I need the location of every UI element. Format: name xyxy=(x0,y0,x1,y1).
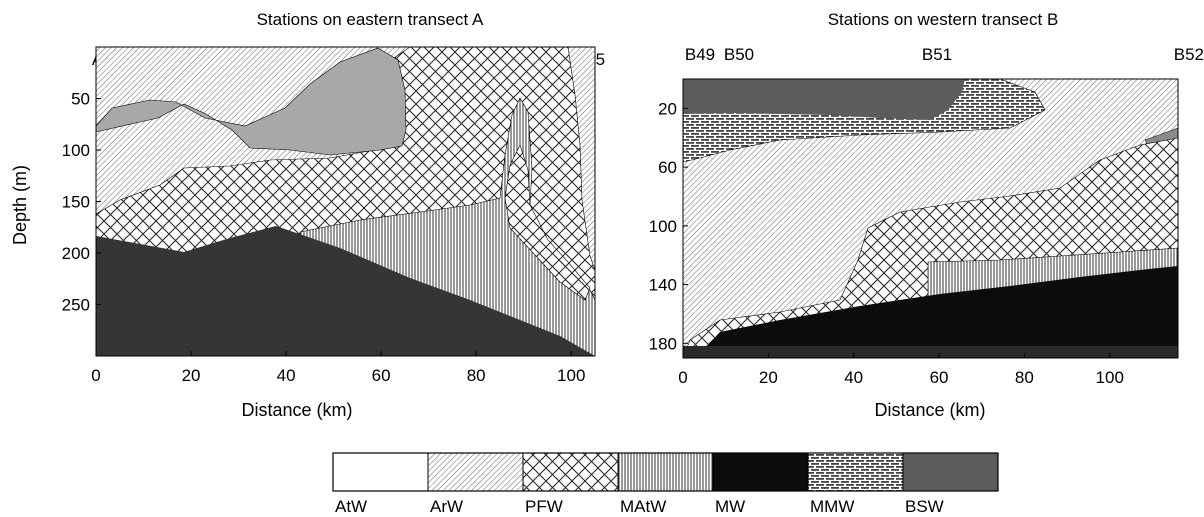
legend-swatch-pfw xyxy=(522,452,619,492)
xtick-label: 20 xyxy=(182,366,201,385)
section-a xyxy=(96,47,595,356)
ytick-label: 250 xyxy=(62,296,90,315)
legend-swatch-arw xyxy=(427,452,524,492)
legend: AtW ArW PFW MAtW MW MMW BSW xyxy=(332,452,999,516)
legend-swatch-mmw xyxy=(807,452,904,492)
xtick-label: 80 xyxy=(1015,368,1034,387)
ytick-label: 50 xyxy=(71,90,90,109)
title-panel-b: Stations on western transect B xyxy=(828,10,1059,29)
legend-label-pfw: PFW xyxy=(525,497,563,516)
station-label-b49: B49 xyxy=(685,45,715,64)
xlabel-a: Distance (km) xyxy=(241,400,352,420)
ylabel-a: Depth (m) xyxy=(10,165,30,245)
xtick-label: 60 xyxy=(372,366,391,385)
station-label-b50: B50 xyxy=(724,45,754,64)
legend-label-arw: ArW xyxy=(430,497,463,516)
region-mw-b xyxy=(696,266,1178,358)
xtick-label: 40 xyxy=(844,368,863,387)
xtick-label: 80 xyxy=(467,366,486,385)
xtick-label: 40 xyxy=(277,366,296,385)
section-b xyxy=(683,79,1178,358)
mw-bottom-strip xyxy=(683,346,1178,358)
xtick-label: 20 xyxy=(759,368,778,387)
region-bsw-a xyxy=(96,47,407,156)
legend-label-matw: MAtW xyxy=(620,497,666,516)
xtick-label: 100 xyxy=(1096,368,1124,387)
axes-b: 0 20 40 60 80 100 20 60 100 140 180 xyxy=(649,99,1124,387)
legend-swatch-mw xyxy=(712,452,809,492)
station-label-b51: B51 xyxy=(922,45,952,64)
legend-swatch-bsw xyxy=(902,452,999,492)
station-label-b52: B52 xyxy=(1174,45,1204,64)
axes-a: 0 20 40 60 80 100 50 100 150 200 250 xyxy=(62,90,586,386)
legend-label-mmw: MMW xyxy=(810,497,854,516)
legend-label-atw: AtW xyxy=(335,497,367,516)
station-labels-b: B49 B50 B51 B52 xyxy=(685,45,1204,64)
legend-label-bsw: BSW xyxy=(905,497,944,516)
xtick-label: 0 xyxy=(91,366,100,385)
ytick-label: 200 xyxy=(62,244,90,263)
xtick-label: 60 xyxy=(930,368,949,387)
legend-frame xyxy=(332,452,999,492)
xtick-label: 100 xyxy=(557,366,585,385)
region-pfw-a-inner xyxy=(504,144,591,301)
legend-swatch-matw xyxy=(617,452,714,492)
ytick-label: 60 xyxy=(658,158,677,177)
legend-label-mw: MW xyxy=(715,497,745,516)
frame-b xyxy=(682,78,1179,359)
ytick-label: 140 xyxy=(649,276,677,295)
region-bsw-b xyxy=(683,79,965,120)
ytick-label: 100 xyxy=(62,141,90,160)
title-panel-a: Stations on eastern transect A xyxy=(257,10,484,29)
ytick-label: 180 xyxy=(649,334,677,353)
ytick-label: 20 xyxy=(658,99,677,118)
ytick-label: 100 xyxy=(649,217,677,236)
legend-swatch-atw xyxy=(332,452,429,492)
ytick-label: 150 xyxy=(62,193,90,212)
xtick-label: 0 xyxy=(678,368,687,387)
bottom-a xyxy=(96,226,595,356)
xlabel-b: Distance (km) xyxy=(874,400,985,420)
